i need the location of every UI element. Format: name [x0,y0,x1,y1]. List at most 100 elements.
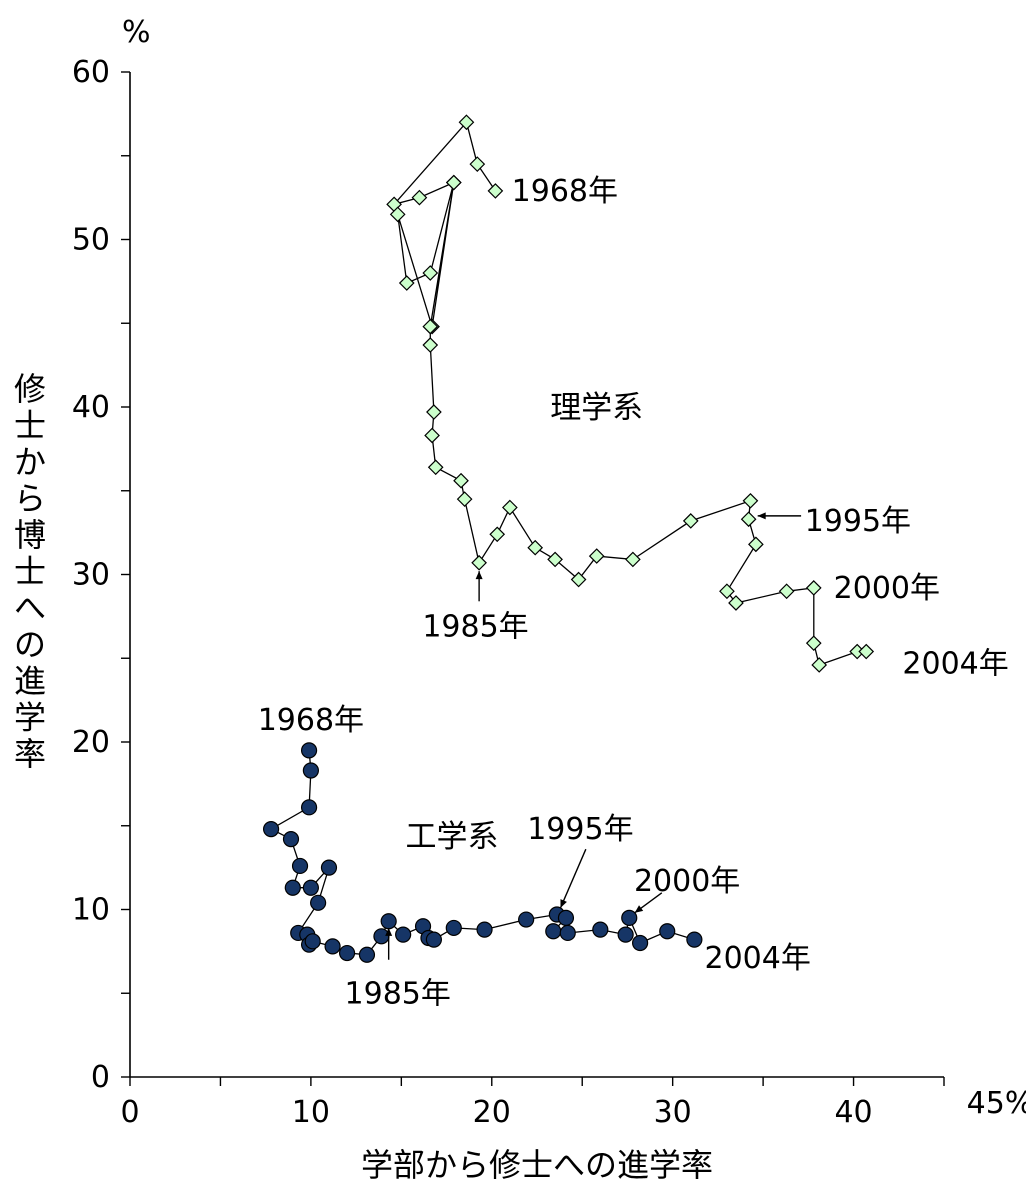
arrow-eng-1995-shaft [559,848,587,909]
data-point-diamond [422,318,439,335]
annotation-eng-2000: 2000年 [634,864,740,899]
data-point-diamond [427,459,444,476]
annotation-eng-1985: 1985年 [345,976,451,1011]
data-point-diamond [570,571,587,588]
data-point-diamond [742,492,759,509]
label-engineering: 工学系 [405,819,498,855]
data-point-diamond [458,114,475,131]
y-tick-label: 40 [72,390,110,425]
data-point-circle [395,926,412,943]
data-point-diamond [811,657,828,673]
data-point-diamond [453,472,469,489]
data-point-circle [284,879,301,896]
data-point-diamond [398,275,415,291]
data-point-circle [262,820,280,838]
y-tick-label: 60 [72,55,110,90]
data-point-circle [302,762,319,779]
data-point-circle [300,799,318,816]
data-point-diamond [469,156,486,172]
data-point-circle [686,931,703,948]
data-point-circle [324,938,341,955]
data-point-circle [310,894,327,911]
data-point-circle [425,931,442,948]
data-point-diamond [456,491,473,507]
data-point-diamond [411,189,428,206]
data-point-diamond [426,404,442,420]
data-point-diamond [422,337,439,353]
data-point-diamond [471,554,487,571]
y-tick-label: 20 [72,725,110,760]
data-point-circle [338,944,356,962]
data-point-diamond [445,174,462,191]
annotation-sci-1985: 1985年 [422,609,528,644]
data-point-diamond [547,551,563,568]
y-axis-title: 修士から博士への進学率 [14,370,46,773]
data-point-diamond [805,580,822,596]
data-point-circle [300,742,318,759]
data-point-circle [559,924,576,942]
x-tick-label: 30 [654,1095,692,1130]
data-points [262,114,875,963]
data-point-circle [545,923,562,940]
data-point-circle [557,909,575,926]
label-science: 理学系 [550,390,643,426]
annotation-eng-2004: 2004年 [705,941,811,976]
data-point-diamond [719,583,735,600]
data-point-circle [302,879,319,896]
annotation-eng-1995: 1995年 [527,812,633,847]
data-point-circle [380,913,397,930]
data-point-circle [632,934,649,952]
x-tick-label: 45% [967,1086,1026,1121]
data-point-circle [445,919,462,937]
arrow-sci-1985-head [475,571,483,580]
x-tick-label: 0 [120,1095,139,1130]
data-point-diamond [489,526,506,543]
data-point-circle [592,921,609,938]
data-point-diamond [422,265,439,281]
annotation-sci-2004: 2004年 [902,646,1008,681]
data-point-circle [518,911,535,928]
data-point-circle [621,909,638,926]
annotations: 1968年1985年1995年2000年2004年1968年1985年1995年… [258,174,1009,1011]
data-point-circle [358,946,376,963]
annotation-sci-1995: 1995年 [805,504,911,539]
data-point-diamond [682,513,699,529]
data-point-diamond [588,548,605,564]
data-point-diamond [389,206,406,223]
data-point-diamond [805,635,822,652]
data-point-circle [659,923,676,940]
data-point-circle [476,921,493,938]
data-point-diamond [527,539,544,556]
y-axis-unit-label: % [122,15,151,50]
annotation-sci-1968: 1968年 [512,174,618,209]
data-point-circle [291,857,309,875]
annotation-sci-2000: 2000年 [834,571,940,606]
x-tick-label: 10 [292,1095,330,1130]
arrow-eng-1985-head [385,927,393,936]
data-point-diamond [502,499,518,516]
y-tick-label: 50 [72,223,110,258]
data-point-diamond [858,643,875,660]
y-tick-label: 30 [72,558,110,593]
data-point-diamond [748,536,764,553]
data-point-circle [320,859,338,876]
data-point-diamond [424,427,440,444]
x-axis-title: 学部から修士への進学率 [361,1146,713,1184]
data-point-diamond [487,183,504,199]
data-point-circle [617,926,634,943]
data-point-diamond [778,583,795,600]
arrow-eng-2000-head [634,905,644,913]
data-point-diamond [728,595,744,611]
y-tick-label: 10 [72,893,110,928]
data-point-circle [373,928,390,945]
data-point-diamond [740,511,757,528]
axes: 0 10 20 30 40 45% 0 10 20 30 40 50 60 修士から博士への進学率 [14,55,1026,1130]
x-tick-label: 40 [834,1095,872,1130]
data-point-circle [304,933,321,950]
data-point-circle [282,831,300,848]
arrow-sci-1995-head [757,512,766,520]
arrow-eng-1995-head [560,899,567,908]
y-tick-label: 0 [91,1060,110,1095]
